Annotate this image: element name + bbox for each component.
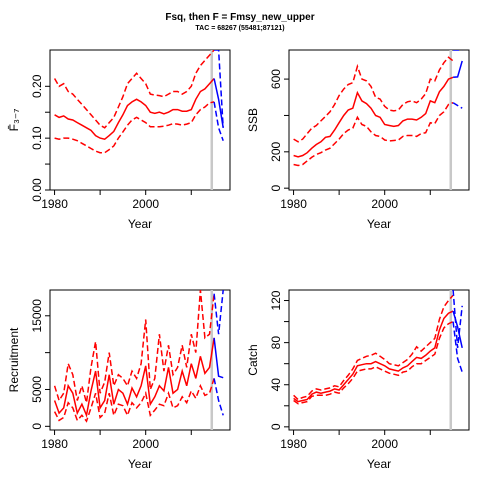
series-historic-upper [53,50,215,129]
series-historic-upper [293,56,454,143]
plot-frame [288,49,470,191]
y-tick-label: 0.10 [30,126,44,150]
series-projection-lower [452,102,463,109]
y-tick-label: 600 [269,69,283,89]
series-historic-lower [293,320,454,405]
series-historic-lower [53,378,215,423]
y-axis-label: Recruitment [7,327,21,392]
panel-recruitment: 1980 2000 0 5000 15000 Year Recruitment [7,289,231,471]
series-projection-lower [452,321,463,373]
x-tick-label: 2000 [371,437,398,451]
y-tick-label: 40 [269,378,283,392]
series-projection-upper [214,50,224,128]
y-tick-label: 0 [269,185,283,192]
series-projection-median [213,78,224,128]
series-historic-median [293,310,454,403]
series-projection-upper [452,290,463,348]
y-tick-label: 120 [269,290,283,310]
plot-frame [288,289,470,431]
y-tick-label: 0 [269,423,283,430]
figure-title: Fsq, then F = Fmsy_new_upper [165,12,314,23]
plot-frame [49,289,231,431]
series-historic-upper [293,294,454,401]
series-historic-lower [293,102,454,167]
plot-frame [49,49,231,191]
series-projection-median [453,60,463,79]
series-projection-median [213,337,224,379]
y-tick-label: 15000 [30,299,44,333]
series-projection-upper [213,290,224,335]
series-historic-median [53,337,215,418]
x-axis-label: Year [367,217,391,231]
series-projection-median [452,310,463,349]
figure-subtitle: TAC = 68267 (55481;87121) [195,25,284,32]
y-tick-label: 0.20 [30,74,44,98]
series-projection-lower [213,378,224,416]
x-axis-label: Year [367,457,391,471]
series-historic-median [293,76,454,158]
y-tick-label: 0.00 [30,178,44,202]
x-tick-label: 2000 [132,197,159,211]
x-tick-label: 2000 [132,437,159,451]
y-tick-label: 5000 [30,376,44,403]
y-tick-label: 80 [269,336,283,350]
y-axis-label: SSB [246,108,260,132]
x-axis-label: Year [128,217,152,231]
y-axis-label: Catch [246,344,260,375]
x-tick-label: 1980 [280,197,307,211]
x-tick-label: 1980 [41,197,68,211]
x-tick-label: 1980 [280,437,307,451]
x-tick-label: 1980 [41,437,68,451]
y-axis-label: F̄₃₋₇ [7,109,21,132]
series-historic-median [54,78,215,141]
panel-ssb: 1980 2000 0 200 600 Year SSB [246,49,470,231]
panel-catch: 1980 2000 0 40 80 120 Year Catch [246,289,470,471]
x-tick-label: 2000 [371,197,398,211]
y-tick-label: 200 [269,141,283,161]
x-axis-label: Year [128,457,152,471]
y-tick-label: 0 [30,423,44,430]
series-historic-lower [54,101,215,154]
panel-fbar: 1980 2000 0.00 0.10 0.20 Year F̄₃₋₇ [7,49,231,231]
series-historic-upper [53,290,215,403]
